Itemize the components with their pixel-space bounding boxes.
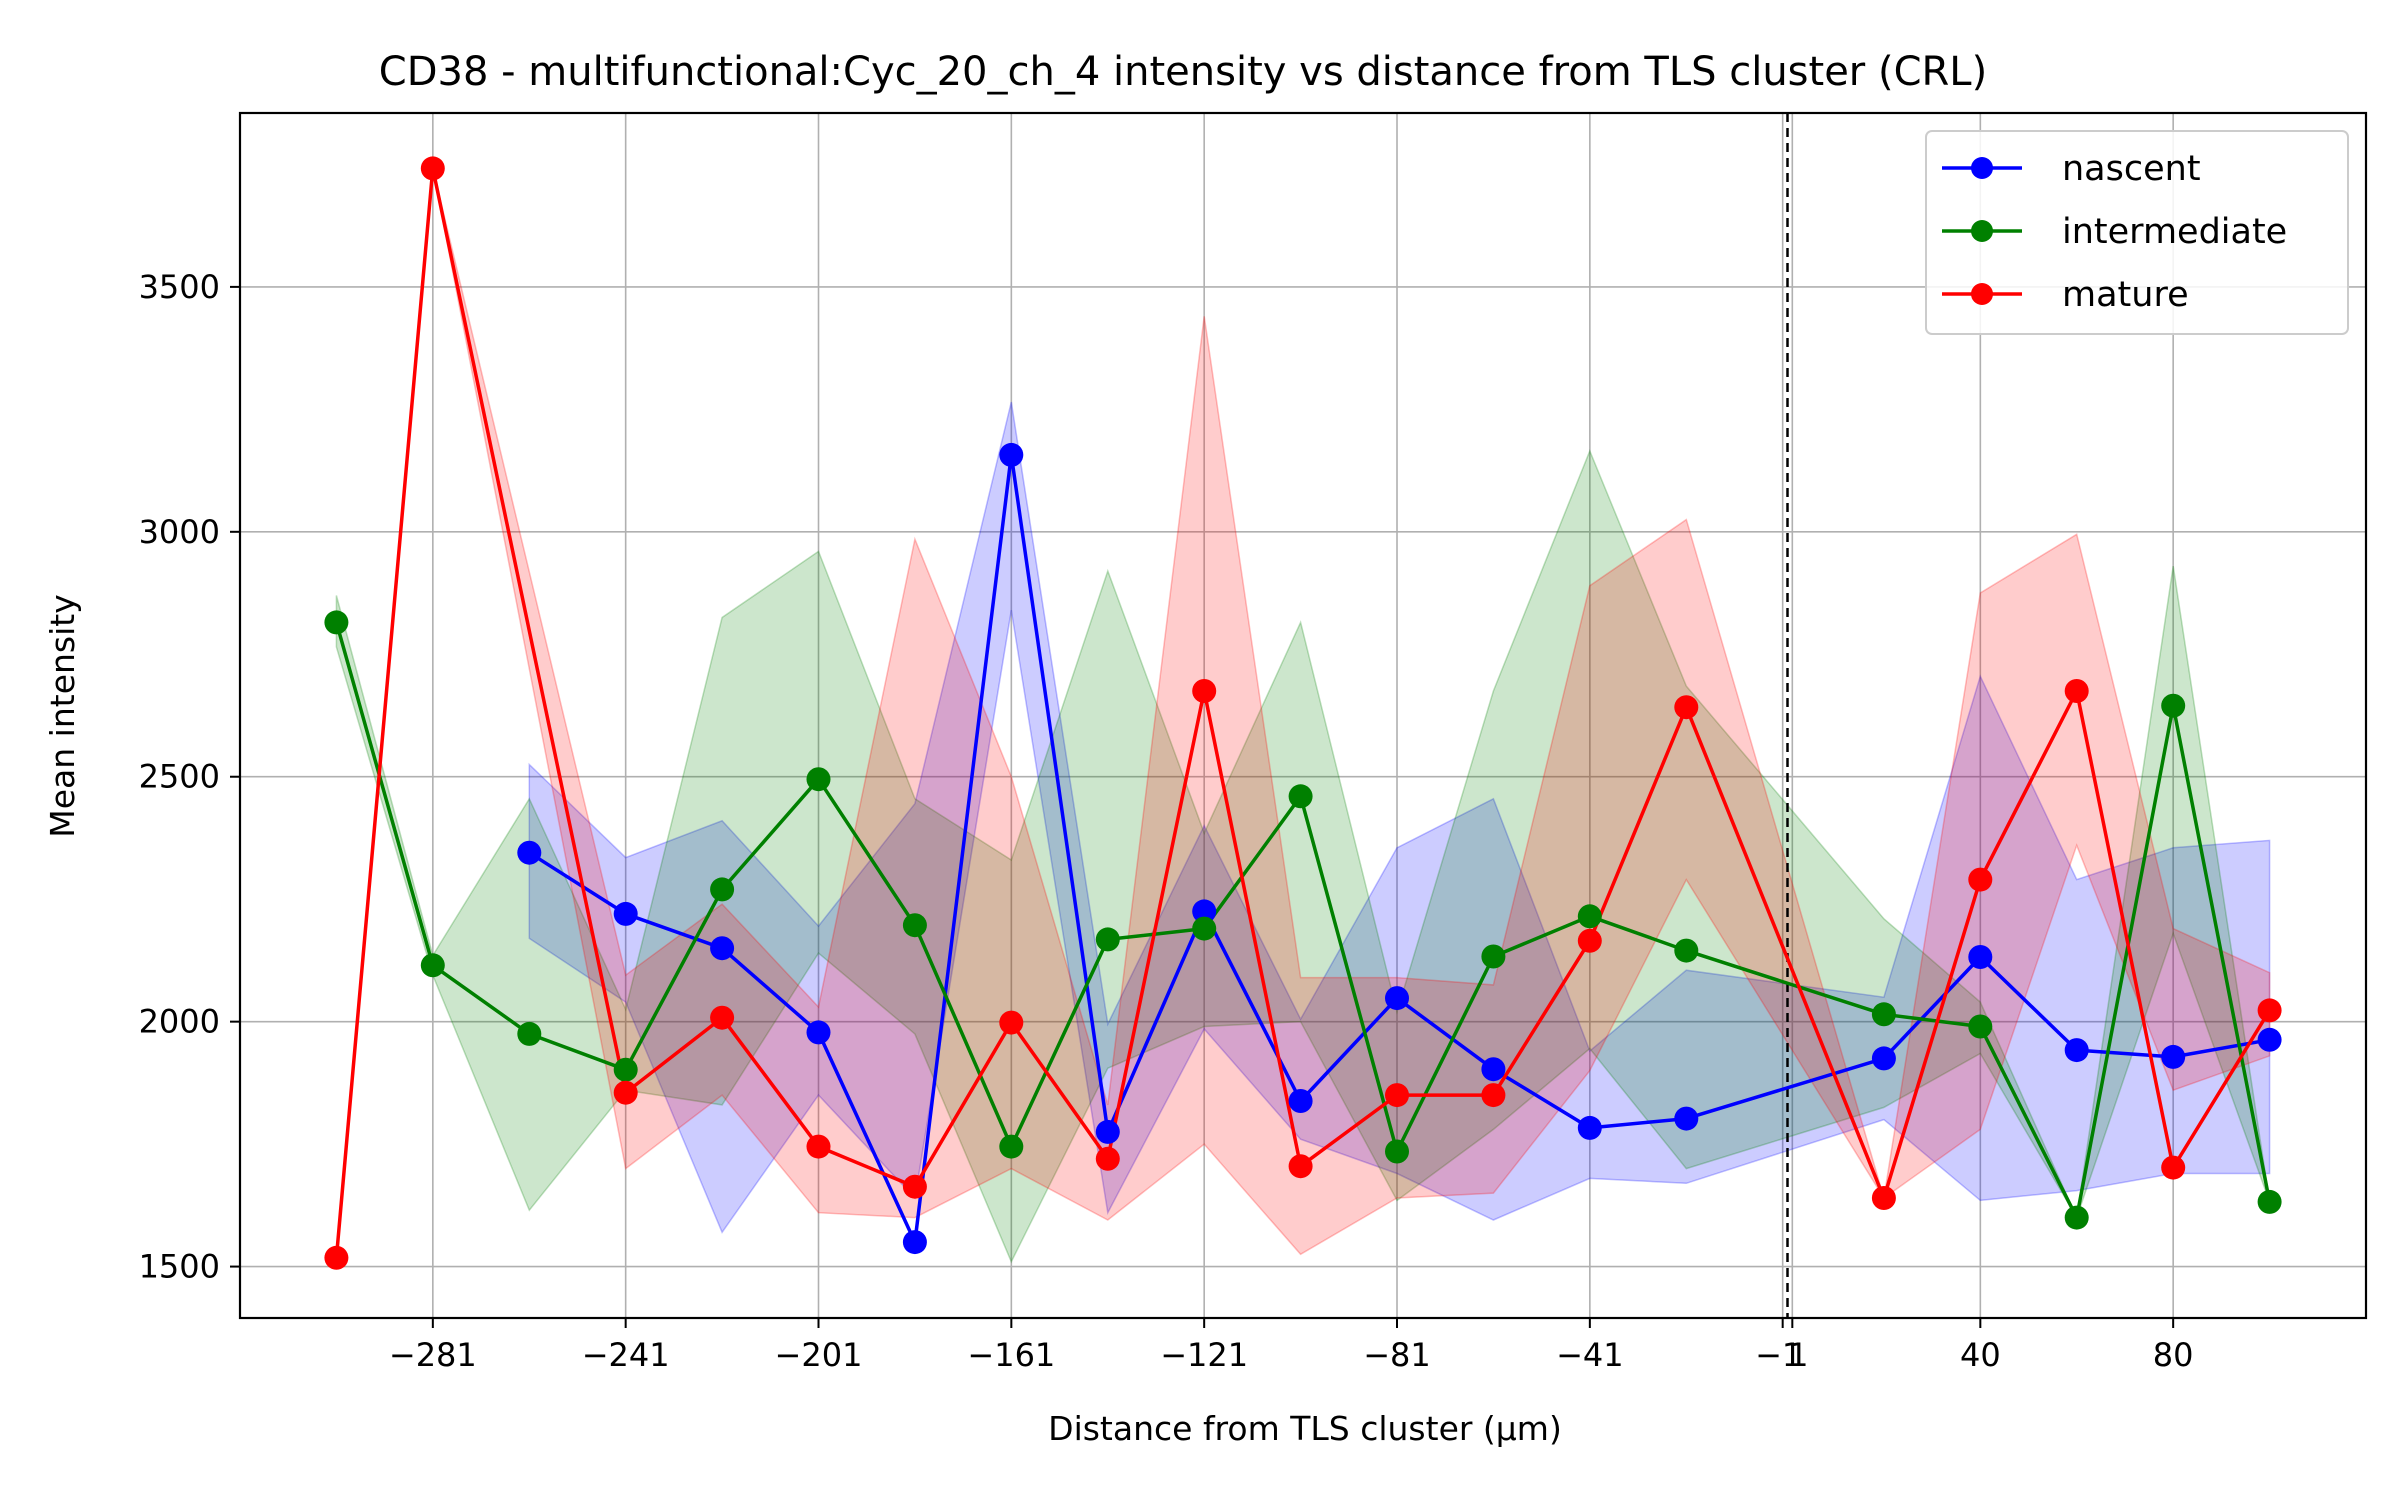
data-point-intermediate [999, 1134, 1024, 1159]
data-point-mature [806, 1134, 831, 1159]
y-axis-label: Mean intensity [43, 594, 82, 837]
series-line-intermediate [334, 621, 2272, 1220]
data-point-intermediate [1968, 1014, 1993, 1039]
x-axis-ticks: −281 −241 −201 −161 −121 −81 −41 −11 40 80 [389, 1318, 2194, 1374]
legend-label-mature: mature [2062, 275, 2189, 315]
legend-marker-intermediate [1971, 220, 1993, 242]
data-point-nascent [2161, 1044, 2186, 1069]
data-point-mature [324, 1245, 349, 1270]
data-point-intermediate [2257, 1189, 2282, 1214]
data-point-mature [1577, 928, 1602, 953]
x-tick-label: 40 [1960, 1336, 2001, 1374]
x-axis-label: Distance from TLS cluster (μm) [1048, 1409, 1562, 1448]
series-line-nascent [528, 453, 2270, 1244]
data-point-nascent [1192, 899, 1217, 924]
data-point-intermediate [1288, 784, 1313, 809]
data-point-nascent [517, 840, 542, 865]
x-tick-label: −201 [775, 1336, 863, 1374]
data-point-nascent [2064, 1038, 2089, 1063]
data-point-nascent [1871, 1046, 1896, 1071]
band-nascent [528, 401, 2271, 1234]
legend-marker-mature [1971, 283, 1993, 305]
data-point-intermediate [613, 1057, 638, 1082]
y-tick-label: 1500 [139, 1248, 220, 1286]
data-point-intermediate [2161, 693, 2186, 718]
data-point-intermediate [710, 877, 735, 902]
y-tick-label: 3500 [139, 268, 220, 306]
data-point-mature [1385, 1083, 1409, 1108]
data-point-mature [2257, 998, 2282, 1023]
data-point-nascent [999, 442, 1024, 467]
x-tick-label: 80 [2153, 1336, 2194, 1374]
data-point-mature [902, 1174, 927, 1199]
data-point-nascent [1968, 945, 1993, 969]
data-point-intermediate [1577, 904, 1602, 929]
x-tick-label: −41 [1556, 1336, 1624, 1374]
legend-label-intermediate: intermediate [2062, 212, 2287, 252]
data-point-mature [999, 1010, 1024, 1035]
data-point-mature [1871, 1186, 1896, 1210]
series-points [324, 156, 2282, 1270]
x-tick-label: −281 [389, 1336, 477, 1374]
legend-marker-nascent [1971, 157, 1993, 179]
y-tick-label: 3000 [139, 513, 220, 551]
x-tick-label: −241 [582, 1336, 670, 1374]
legend-entry-mature: mature [1942, 275, 2189, 315]
data-point-nascent [902, 1230, 927, 1255]
data-point-mature [1674, 695, 1699, 720]
data-point-nascent [806, 1020, 831, 1045]
data-point-nascent [613, 901, 638, 926]
data-point-intermediate [1385, 1139, 1409, 1164]
y-axis-ticks: 1500 2000 2500 3000 3500 [139, 268, 240, 1286]
legend-box [1925, 130, 2349, 335]
data-point-nascent [1385, 986, 1409, 1011]
data-point-mature [710, 1005, 735, 1030]
x-tick-label: −1 [1755, 1336, 1802, 1374]
data-point-nascent [1577, 1115, 1602, 1140]
x-tick-label: −81 [1363, 1336, 1431, 1374]
data-point-intermediate [902, 913, 927, 938]
data-point-mature [420, 156, 445, 181]
data-point-mature [2064, 679, 2089, 703]
data-point-intermediate [1192, 916, 1217, 941]
data-point-nascent [1095, 1119, 1120, 1144]
data-point-nascent [710, 936, 735, 961]
data-point-intermediate [2064, 1205, 2089, 1230]
data-point-intermediate [420, 953, 445, 978]
data-point-mature [1968, 867, 1993, 892]
data-point-nascent [1674, 1106, 1699, 1131]
data-point-intermediate [1871, 1002, 1896, 1027]
data-point-intermediate [1481, 944, 1506, 969]
y-tick-label: 2000 [139, 1003, 220, 1041]
data-point-mature [613, 1080, 638, 1105]
data-point-intermediate [806, 767, 831, 792]
chart-title: CD38 - multifunctional:Cyc_20_ch_4 inten… [379, 49, 1987, 95]
data-point-mature [1095, 1146, 1120, 1171]
legend: nascent intermediate mature [1925, 130, 2349, 335]
x-tick-label: 1 [1788, 1336, 1808, 1374]
y-tick-label: 2500 [139, 758, 220, 796]
data-point-nascent [2257, 1027, 2282, 1052]
legend-entry-intermediate: intermediate [1942, 212, 2287, 252]
legend-entry-nascent: nascent [1942, 149, 2201, 189]
data-point-mature [1481, 1083, 1506, 1108]
x-tick-label: −121 [1160, 1336, 1248, 1374]
x-tick-label: −161 [967, 1336, 1055, 1374]
data-point-nascent [1481, 1057, 1506, 1082]
plot-area-frame [238, 111, 2368, 1320]
data-point-nascent [1288, 1089, 1313, 1113]
data-point-intermediate [517, 1021, 542, 1046]
data-point-mature [1192, 679, 1217, 703]
data-point-mature [1288, 1154, 1313, 1179]
data-point-intermediate [1674, 938, 1699, 963]
legend-label-nascent: nascent [2062, 149, 2201, 189]
data-point-intermediate [1095, 927, 1120, 952]
data-point-intermediate [324, 610, 349, 635]
data-point-mature [2161, 1155, 2186, 1180]
